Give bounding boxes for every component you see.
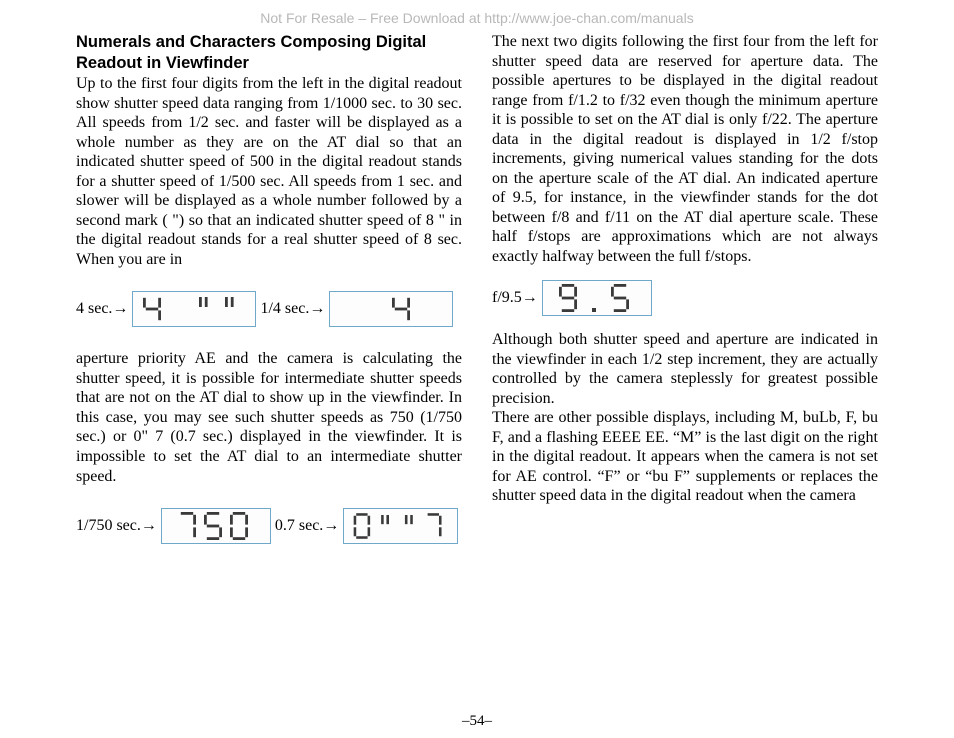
left-column: Numerals and Characters Composing Digita… — [76, 32, 462, 544]
two-column-layout: Numerals and Characters Composing Digita… — [0, 0, 954, 554]
lcd-display-0sec7 — [343, 508, 458, 544]
example-2a-label: 1/750 sec.→ — [76, 517, 157, 535]
example-3-label: f/9.5→ — [492, 289, 538, 307]
example-row-2: 1/750 sec.→ 0.7 sec.→ — [76, 508, 462, 544]
example-1a-label: 4 sec.→ — [76, 300, 128, 318]
left-paragraph-1: Up to the first four digits from the lef… — [76, 74, 462, 269]
watermark-text: Not For Resale – Free Download at http:/… — [0, 10, 954, 26]
right-paragraph-3: There are other possible displays, inclu… — [492, 408, 878, 506]
right-column: The next two digits following the first … — [492, 32, 878, 544]
lcd-display-4sec — [132, 291, 256, 327]
section-heading: Numerals and Characters Composing Digita… — [76, 32, 462, 73]
right-paragraph-1: The next two digits following the first … — [492, 32, 878, 266]
lcd-display-4 — [329, 291, 453, 327]
lcd-display-750 — [161, 508, 271, 544]
example-row-1: 4 sec.→ 1/4 sec.→ — [76, 291, 462, 327]
example-1b-label: 1/4 sec.→ — [260, 300, 325, 318]
left-paragraph-2: aperture priority AE and the camera is c… — [76, 349, 462, 486]
example-2b-label: 0.7 sec.→ — [275, 517, 339, 535]
lcd-display-95 — [542, 280, 652, 316]
example-row-3: f/9.5→ — [492, 280, 878, 316]
right-paragraph-2: Although both shutter speed and aperture… — [492, 330, 878, 408]
page-number: –54– — [0, 713, 954, 730]
